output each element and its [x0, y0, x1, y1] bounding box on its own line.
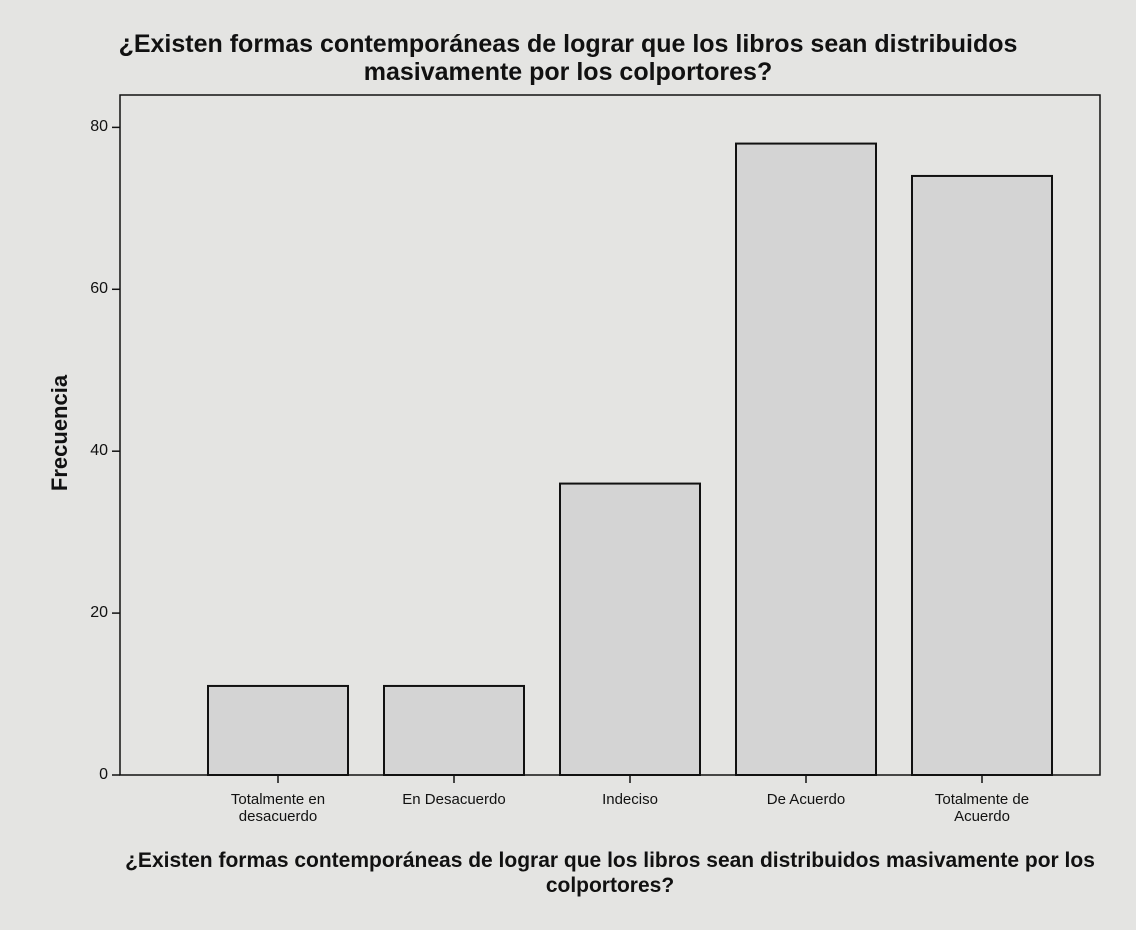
x-tick-label: En Desacuerdo — [402, 791, 506, 808]
x-tick-label: Indeciso — [602, 791, 658, 808]
x-tick-label: Totalmente en desacuerdo — [230, 791, 326, 825]
y-tick-label: 80 — [90, 118, 108, 136]
bar — [207, 684, 349, 777]
bar — [735, 142, 877, 777]
y-tick-label: 40 — [90, 442, 108, 460]
y-tick-label: 20 — [90, 604, 108, 622]
chart-title: ¿Existen formas contemporáneas de lograr… — [118, 30, 1018, 86]
y-tick-label: 0 — [99, 766, 108, 783]
y-tick-label: 60 — [90, 280, 108, 298]
x-axis-label: ¿Existen formas contemporáneas de lograr… — [125, 849, 1095, 897]
bar — [383, 684, 525, 777]
bar — [911, 174, 1053, 776]
x-tick-label: De Acuerdo — [766, 791, 846, 808]
bar — [559, 482, 701, 776]
x-tick-label: Totalmente de Acuerdo — [934, 791, 1030, 825]
y-axis-label: Frecuencia — [47, 374, 72, 492]
